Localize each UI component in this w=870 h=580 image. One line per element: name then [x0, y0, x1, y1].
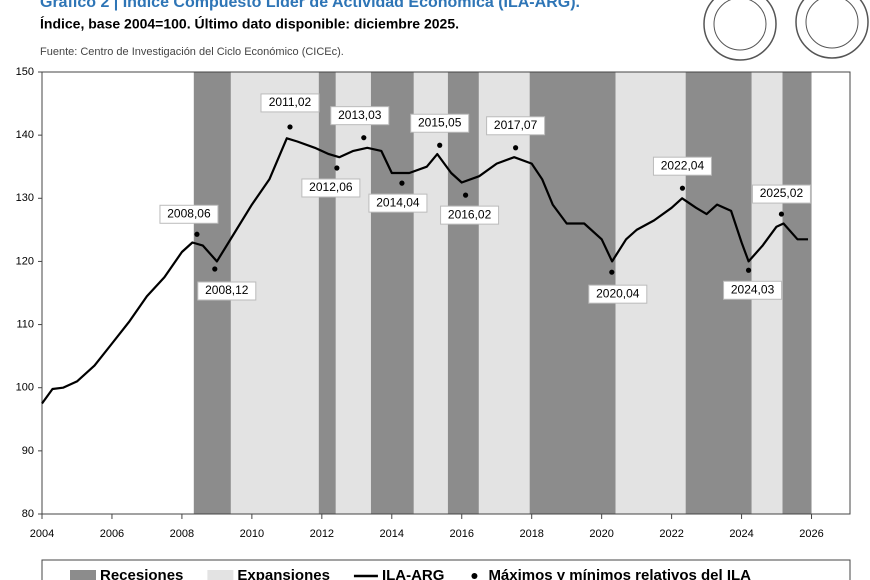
x-tick-label: 2022: [659, 528, 683, 540]
y-tick-label: 90: [22, 445, 34, 457]
source-note: Fuente: Centro de Investigación del Cicl…: [40, 46, 344, 58]
point-label-box: [723, 280, 783, 300]
legend-label: Recesiones: [100, 567, 183, 580]
x-tick-label: 2018: [519, 528, 543, 540]
y-tick-label: 150: [16, 66, 34, 78]
extreme-point: [679, 185, 686, 191]
y-tick-label: 120: [16, 255, 34, 267]
point-label-box: [159, 204, 219, 224]
extreme-point: [334, 165, 340, 171]
logos: [703, 0, 869, 61]
point-label-box: [330, 106, 390, 126]
x-tick-label: 2020: [589, 528, 613, 540]
point-label-box: [260, 93, 320, 113]
point-label-box: [588, 284, 648, 304]
extreme-point: [609, 269, 615, 275]
point-label-box: [652, 156, 712, 176]
point-label-box: [197, 281, 257, 301]
band: [370, 72, 414, 514]
band: [782, 72, 812, 514]
point-label: 2024,03: [731, 282, 775, 296]
point-label: 2008,12: [205, 283, 249, 297]
legend-label: Máximos y mínimos relativos del ILA: [488, 567, 751, 580]
point-label-box: [410, 113, 470, 133]
point-label-box: [301, 178, 361, 198]
x-tick-label: 2004: [30, 528, 54, 540]
extreme-point: [513, 145, 519, 151]
x-tick-label: 2012: [310, 528, 334, 540]
point-label: 2015,05: [418, 115, 462, 129]
point-label: 2022,04: [661, 158, 705, 172]
point-label-box: [486, 116, 546, 136]
x-tick-label: 2010: [240, 528, 264, 540]
point-label: 2020,04: [596, 286, 640, 300]
y-tick-label: 110: [16, 318, 34, 330]
extreme-point: [194, 231, 200, 237]
band: [318, 72, 336, 514]
chart-subtitle: Índice, base 2004=100. Último dato dispo…: [40, 15, 459, 32]
band: [478, 72, 530, 514]
point-label: 2011,02: [269, 95, 312, 109]
extreme-point: [437, 142, 443, 148]
x-tick-label: 2008: [170, 528, 194, 540]
point-label-box: [440, 205, 500, 225]
band: [335, 72, 371, 514]
point-label: 2012,06: [309, 180, 353, 194]
legend-label: Expansiones: [237, 567, 330, 580]
legend-swatch: [207, 570, 234, 580]
point-label-box: [751, 184, 811, 204]
x-tick-label: 2016: [449, 528, 473, 540]
point-label: 2013,03: [338, 108, 382, 122]
point-label-box: [368, 193, 428, 213]
band: [447, 72, 479, 514]
y-tick-label: 80: [22, 508, 34, 520]
extreme-point: [287, 124, 293, 130]
legend-swatch: [70, 570, 96, 580]
point-label: 2008,06: [167, 206, 211, 220]
plot-frame: [41, 71, 851, 515]
y-tick-label: 100: [16, 382, 34, 394]
legend-dot: [471, 573, 478, 579]
legend-frame: [41, 559, 851, 580]
point-label: 2025,02: [760, 186, 804, 200]
y-tick-label: 130: [16, 192, 34, 204]
x-tick-label: 2006: [100, 528, 124, 540]
extreme-point: [212, 266, 218, 272]
extreme-point: [399, 180, 405, 186]
x-tick-label: 2014: [380, 528, 404, 540]
band: [413, 72, 448, 514]
line: [41, 137, 808, 405]
extreme-point: [745, 267, 752, 273]
y-tick-label: 140: [16, 129, 34, 141]
point-label: 2014,04: [376, 195, 420, 209]
x-tick-label: 2026: [799, 528, 823, 540]
extreme-point: [462, 192, 469, 198]
point-label: 2016,02: [448, 207, 492, 221]
x-tick-label: 2024: [729, 528, 753, 540]
chart-title: Gráfico 2 | Índice Compuesto Líder de Ac…: [40, 0, 580, 11]
extreme-point: [778, 211, 785, 217]
point-label: 2017,07: [494, 118, 538, 132]
extreme-point: [361, 135, 367, 141]
legend-label: ILA-ARG: [382, 567, 445, 580]
